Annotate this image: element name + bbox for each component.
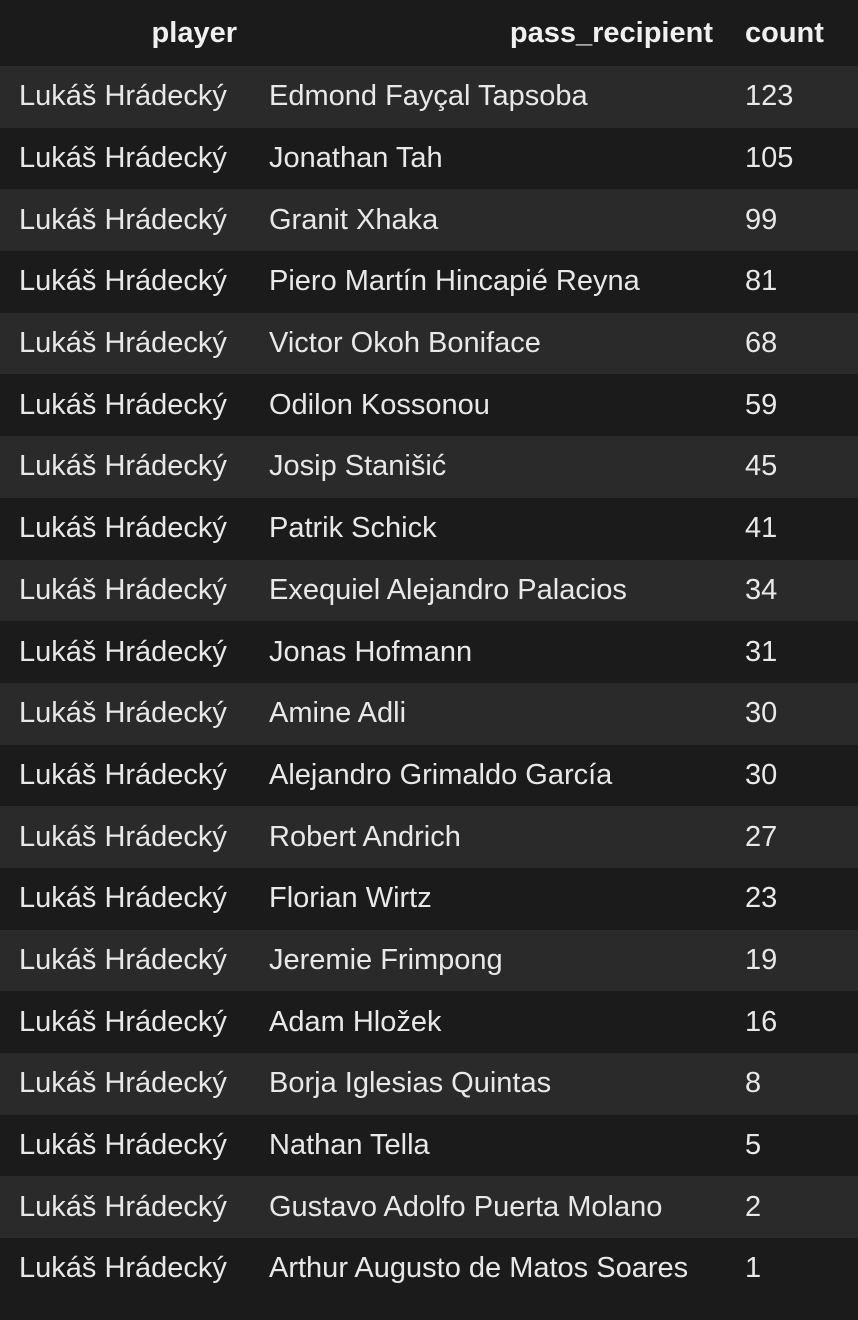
cell-pass-recipient: Nathan Tella — [269, 1129, 430, 1162]
table-row: Lukáš Hrádecký Odilon Kossonou 59 — [0, 374, 858, 437]
cell-player: Lukáš Hrádecký — [19, 1190, 227, 1223]
cell-count: 34 — [745, 573, 778, 606]
cell-count: 68 — [745, 327, 778, 360]
cell-pass-recipient: Gustavo Adolfo Puerta Molano — [269, 1190, 663, 1223]
cell-player: Lukáš Hrádecký — [19, 512, 227, 545]
table-row: Lukáš Hrádecký Victor Okoh Boniface 68 — [0, 312, 858, 375]
cell-pass-recipient: Jonathan Tah — [269, 142, 443, 175]
cell-player: Lukáš Hrádecký — [19, 1129, 227, 1162]
cell-pass-recipient: Alejandro Grimaldo García — [269, 758, 613, 791]
cell-pass-recipient: Borja Iglesias Quintas — [269, 1067, 552, 1100]
table-row: Lukáš Hrádecký Adam Hložek 16 — [0, 991, 858, 1053]
cell-count: 30 — [745, 758, 778, 791]
cell-count: 45 — [745, 450, 778, 483]
table-row: Lukáš Hrádecký Arthur Augusto de Matos So… — [0, 1238, 858, 1300]
header-row: player pass_recipient count — [0, 0, 858, 66]
cell-count: 23 — [745, 882, 778, 915]
cell-pass-recipient: Adam Hložek — [269, 1005, 442, 1038]
cell-player: Lukáš Hrádecký — [19, 142, 227, 175]
cell-pass-recipient: Florian Wirtz — [269, 882, 432, 915]
cell-player: Lukáš Hrádecký — [19, 635, 227, 668]
column-header-player: player — [0, 0, 253, 66]
column-header-pass-recipient: pass_recipient — [253, 0, 729, 66]
cell-player: Lukáš Hrádecký — [19, 450, 227, 483]
cell-pass-recipient: Patrik Schick — [269, 512, 437, 545]
cell-pass-recipient: Victor Okoh Boniface — [269, 327, 541, 360]
cell-player: Lukáš Hrádecký — [19, 327, 227, 360]
cell-player: Lukáš Hrádecký — [19, 573, 227, 606]
cell-pass-recipient: Piero Martín Hincapié Reyna — [269, 265, 640, 298]
table-row: Lukáš Hrádecký Gustavo Adolfo Puerta Mola… — [0, 1176, 858, 1239]
cell-pass-recipient: Granit Xhaka — [269, 203, 439, 236]
cell-count: 30 — [745, 697, 778, 730]
cell-pass-recipient: Amine Adli — [269, 697, 407, 730]
cell-count: 1 — [745, 1252, 762, 1285]
cell-count: 2 — [745, 1190, 762, 1223]
cell-player: Lukáš Hrádecký — [19, 697, 227, 730]
table-row: Lukáš Hrádecký Josip Stanišić 45 — [0, 436, 858, 498]
table-row: Lukáš Hrádecký Florian Wirtz 23 — [0, 867, 858, 930]
cell-pass-recipient: Jonas Hofmann — [269, 635, 473, 668]
cell-pass-recipient: Exequiel Alejandro Palacios — [269, 573, 627, 606]
cell-player: Lukáš Hrádecký — [19, 758, 227, 791]
cell-count: 59 — [745, 388, 778, 421]
cell-player: Lukáš Hrádecký — [19, 265, 227, 298]
cell-player: Lukáš Hrádecký — [19, 80, 227, 113]
table-body: Lukáš Hrádecký Edmond Fayçal Tapsoba 123 Lu… — [0, 66, 858, 1300]
table-row: Lukáš Hrádecký Granit Xhaka 99 — [0, 189, 858, 252]
cell-player: Lukáš Hrádecký — [19, 1005, 227, 1038]
cell-player: Lukáš Hrádecký — [19, 388, 227, 421]
cell-pass-recipient: Josip Stanišić — [269, 450, 447, 483]
table-row: Lukáš Hrádecký Jeremie Frimpong 19 — [0, 929, 858, 992]
cell-count: 5 — [745, 1129, 762, 1162]
table-row: Lukáš Hrádecký Jonathan Tah 105 — [0, 127, 858, 190]
cell-pass-recipient: Odilon Kossonou — [269, 388, 490, 421]
cell-count: 81 — [745, 265, 778, 298]
cell-player: Lukáš Hrádecký — [19, 820, 227, 853]
cell-count: 105 — [745, 142, 794, 175]
table-row: Lukáš Hrádecký Amine Adli 30 — [0, 682, 858, 745]
cell-player: Lukáš Hrádecký — [19, 1252, 227, 1285]
cell-count: 41 — [745, 512, 778, 545]
table-row: Lukáš Hrádecký Jonas Hofmann 31 — [0, 621, 858, 683]
cell-count: 16 — [745, 1005, 778, 1038]
table-row: Lukáš Hrádecký Borja Iglesias Quintas 8 — [0, 1053, 858, 1115]
cell-player: Lukáš Hrádecký — [19, 1067, 227, 1100]
cell-pass-recipient: Arthur Augusto de Matos Soares — [269, 1252, 689, 1285]
cell-pass-recipient: Jeremie Frimpong — [269, 943, 503, 976]
cell-player: Lukáš Hrádecký — [19, 882, 227, 915]
cell-player: Lukáš Hrádecký — [19, 943, 227, 976]
column-header-count: count — [729, 0, 858, 66]
cell-count: 8 — [745, 1067, 762, 1100]
cell-count: 19 — [745, 943, 778, 976]
cell-count: 123 — [745, 80, 794, 113]
cell-count: 99 — [745, 203, 778, 236]
cell-pass-recipient: Robert Andrich — [269, 820, 461, 853]
table-row: Lukáš Hrádecký Exequiel Alejandro Palacio… — [0, 559, 858, 622]
cell-count: 31 — [745, 635, 778, 668]
table-row: Lukáš Hrádecký Nathan Tella 5 — [0, 1114, 858, 1177]
cell-pass-recipient: Edmond Fayçal Tapsoba — [269, 80, 588, 113]
table-row: Lukáš Hrádecký Alejandro Grimaldo García 3… — [0, 744, 858, 807]
table-row: Lukáš Hrádecký Robert Andrich 27 — [0, 806, 858, 868]
table-row: Lukáš Hrádecký Piero Martín Hincapié Reyn… — [0, 251, 858, 313]
cell-count: 27 — [745, 820, 778, 853]
table-row: Lukáš Hrádecký Edmond Fayçal Tapsoba 123 — [0, 66, 858, 128]
cell-player: Lukáš Hrádecký — [19, 203, 227, 236]
table-header: player pass_recipient count — [0, 0, 858, 66]
table-row: Lukáš Hrádecký Patrik Schick 41 — [0, 497, 858, 560]
